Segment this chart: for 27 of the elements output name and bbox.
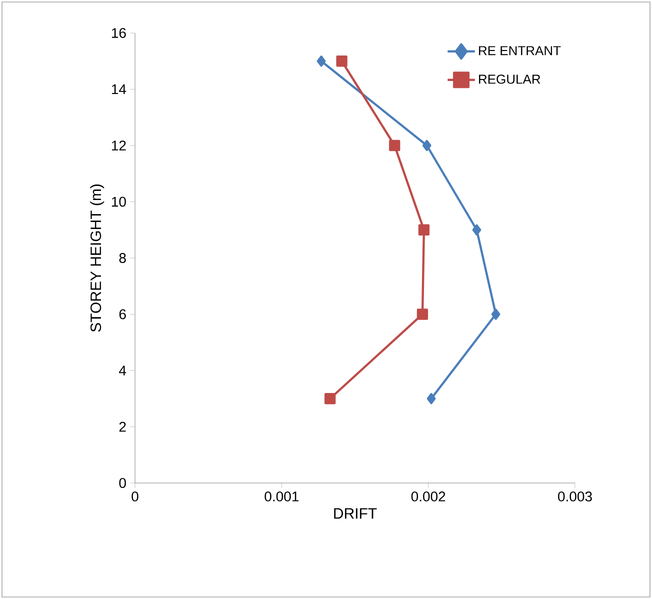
x-tick-label: 0.001 [264, 492, 299, 502]
point [316, 56, 326, 67]
y-tick-label: 8 [119, 253, 126, 263]
y-tick-label: 6 [119, 309, 126, 320]
point [324, 393, 336, 404]
y-tick-label: 0 [119, 478, 126, 488]
y-axis-title: STOREY HEIGHT (m) [90, 184, 104, 332]
y-tick-label: 12 [112, 140, 126, 150]
x-tick-label: 0.003 [558, 492, 592, 502]
point [426, 393, 436, 404]
point [418, 224, 430, 236]
point [472, 224, 482, 236]
y-tick-label: 16 [112, 28, 126, 38]
x-tick-label: 0 [132, 492, 138, 502]
x-tick-label: 0.002 [411, 492, 446, 502]
point [422, 140, 432, 152]
point [491, 308, 500, 320]
legend-label: RE ENTRANT [479, 46, 561, 56]
legend-label: REGULAR [479, 74, 540, 84]
y-tick-label: 10 [112, 196, 126, 207]
x-axis-title: DRIFT [334, 508, 377, 519]
y-tick-label: 2 [119, 422, 126, 432]
point [416, 308, 428, 320]
point [389, 140, 400, 152]
point [336, 56, 348, 67]
y-tick-label: 4 [119, 366, 126, 376]
y-tick-label: 14 [112, 84, 126, 94]
